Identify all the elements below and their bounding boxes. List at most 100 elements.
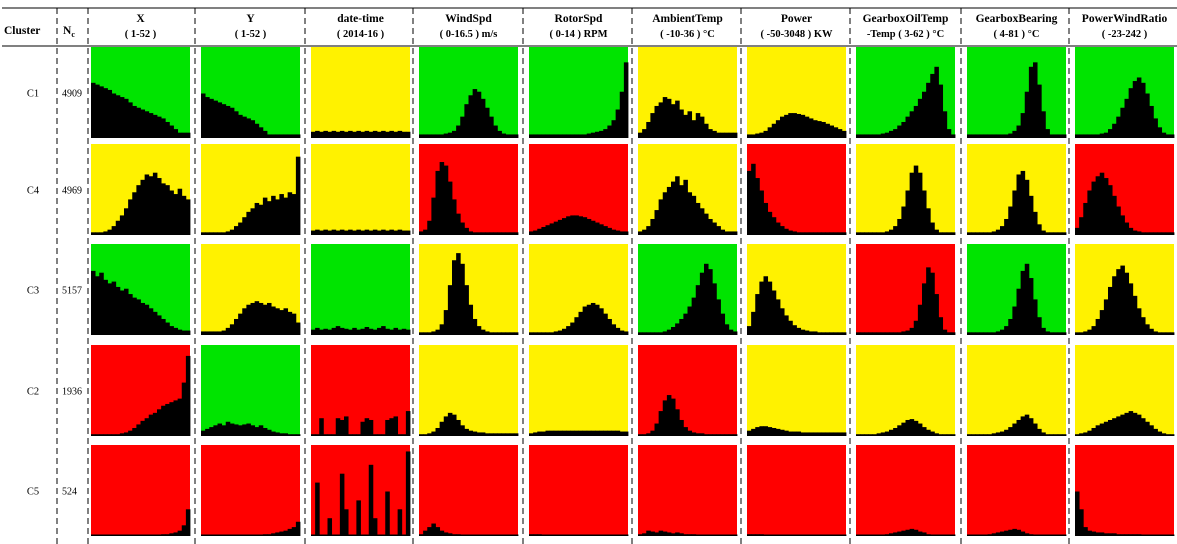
histogram-cell — [311, 345, 411, 436]
histogram-bar — [642, 129, 647, 138]
histogram-bar — [712, 130, 717, 138]
histogram-bar — [209, 427, 214, 436]
histogram-bar — [144, 304, 150, 335]
histogram-bar — [1079, 509, 1084, 536]
histogram-bar — [833, 232, 839, 235]
histogram-bar — [720, 229, 726, 235]
histogram-cell — [967, 445, 1067, 536]
histogram-bar — [1095, 425, 1101, 436]
histogram-bar — [1041, 327, 1046, 335]
histogram-bar — [505, 232, 511, 235]
histogram-bar — [751, 134, 756, 138]
histogram-bar — [419, 534, 424, 536]
histogram-bar — [205, 232, 210, 235]
histogram-bar — [311, 434, 316, 436]
histogram-bar — [99, 434, 104, 436]
histogram-bar — [557, 219, 563, 235]
histogram-bar — [352, 434, 357, 436]
histogram-bar — [808, 331, 814, 335]
histogram-bar — [327, 518, 333, 536]
histogram-bar — [654, 210, 660, 235]
histogram-bar — [1061, 332, 1067, 335]
histogram-bar — [103, 88, 108, 138]
histogram-bar — [658, 199, 664, 235]
histogram-bar — [381, 130, 386, 138]
histogram-bar — [747, 534, 752, 536]
histogram-bar — [1116, 416, 1121, 436]
histogram-bar — [1120, 107, 1125, 138]
histogram-bar — [646, 226, 651, 235]
histogram-bar — [1075, 491, 1080, 536]
histogram-bar — [221, 425, 227, 436]
histogram-bar — [880, 133, 886, 138]
column-header-name: PowerWindRatio — [1082, 13, 1168, 25]
histogram-bar — [372, 518, 378, 536]
histogram-bar — [111, 434, 117, 436]
histogram-bar — [165, 322, 170, 335]
histogram-bar — [283, 308, 289, 335]
histogram-cell — [311, 144, 411, 235]
histogram-bar — [926, 208, 931, 235]
histogram-bar — [557, 430, 563, 436]
histogram-bar — [99, 86, 104, 138]
histogram-bar — [275, 134, 280, 138]
histogram-bar — [136, 424, 141, 436]
histogram-bar — [691, 534, 697, 536]
histogram-bar — [1020, 170, 1026, 235]
histogram-bar — [1037, 428, 1042, 436]
histogram-bar — [1153, 534, 1158, 536]
histogram-bar — [173, 400, 179, 436]
histogram-bar — [967, 534, 972, 536]
histogram-bar — [456, 419, 461, 436]
histogram-bar — [460, 425, 465, 436]
histogram-bar — [946, 434, 952, 436]
histogram-bar — [1008, 133, 1013, 138]
histogram-bar — [385, 491, 390, 536]
histogram-bar — [991, 231, 997, 235]
histogram-bar — [1012, 306, 1017, 335]
histogram-bar — [942, 329, 948, 335]
histogram-bar — [683, 313, 688, 335]
histogram-bar — [934, 294, 939, 335]
histogram-bar — [566, 134, 571, 138]
cell-background — [747, 445, 846, 536]
histogram-bar — [529, 231, 534, 235]
histogram-bar — [1008, 318, 1013, 335]
histogram-bar — [513, 134, 519, 138]
histogram-bar — [759, 190, 764, 235]
histogram-bar — [872, 232, 878, 235]
histogram-bar — [1045, 534, 1050, 536]
histogram-bar — [545, 534, 551, 536]
histogram-bar — [780, 116, 785, 138]
histogram-cell — [1075, 144, 1175, 235]
histogram-bar — [599, 130, 604, 138]
histogram-bar — [905, 529, 911, 536]
row-labels: C1 4909 C4 4969 C3 5157 C2 1936 C5 524 — [27, 89, 82, 498]
histogram-bar — [148, 113, 154, 138]
histogram-bar — [464, 285, 469, 335]
histogram-bar — [570, 134, 575, 138]
histogram-bar — [755, 178, 760, 235]
histogram-bar — [493, 433, 498, 436]
histogram-bar — [975, 332, 980, 335]
histogram-bar — [671, 398, 676, 436]
histogram-bar — [728, 534, 734, 536]
histogram-bar — [821, 121, 826, 138]
histogram-bar — [755, 534, 760, 536]
histogram-bar — [250, 208, 256, 235]
histogram-bar — [152, 172, 158, 235]
histogram-bar — [1000, 431, 1005, 436]
histogram-bar — [599, 224, 604, 235]
histogram-bar — [103, 279, 108, 335]
histogram-bar — [1033, 62, 1038, 138]
histogram-bar — [784, 430, 789, 436]
histogram-bar — [897, 125, 902, 138]
histogram-bar — [381, 534, 386, 536]
histogram-bar — [1016, 125, 1022, 138]
histogram-bar — [331, 327, 337, 335]
histogram-bar — [578, 311, 584, 335]
histogram-bar — [671, 326, 676, 335]
histogram-bar — [250, 302, 256, 335]
histogram-bar — [666, 329, 672, 335]
histogram-bar — [209, 534, 214, 536]
